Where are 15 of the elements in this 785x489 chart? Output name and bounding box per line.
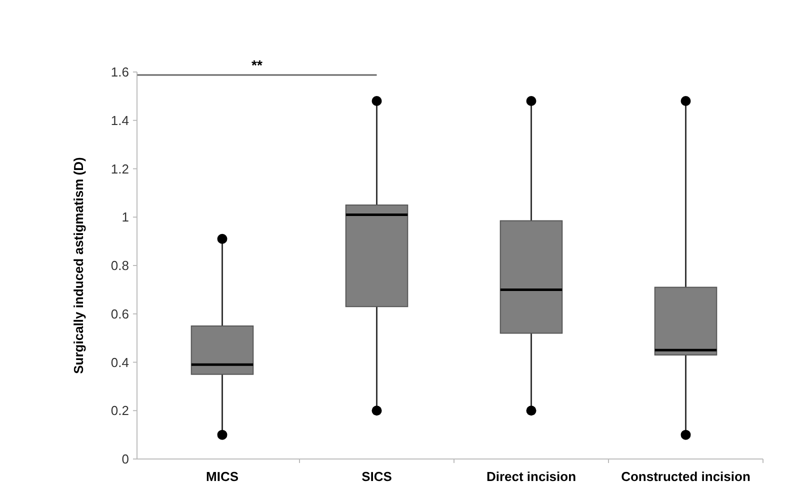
y-tick-label: 0.2 (110, 403, 129, 418)
x-tick-label: MICS (206, 469, 239, 484)
y-tick-label: 1.4 (110, 112, 129, 128)
y-tick-label: 1.2 (110, 161, 129, 176)
y-axis-title: Surgically induced astigmatism (D) (71, 157, 86, 374)
y-tick-label: 0.8 (110, 258, 129, 274)
x-tick-label: Direct incision (486, 469, 576, 484)
annotation: ** (252, 57, 263, 73)
y-tick-label: 0.6 (110, 306, 129, 322)
y-tick-label: 1 (122, 210, 129, 225)
y-tick-label: 0 (122, 452, 129, 467)
y-tick-label: 0.4 (110, 354, 129, 370)
x-tick-label: Constructed incision (621, 469, 750, 484)
y-tick-label: 1.6 (110, 64, 129, 80)
x-tick-label: SICS (362, 469, 392, 484)
